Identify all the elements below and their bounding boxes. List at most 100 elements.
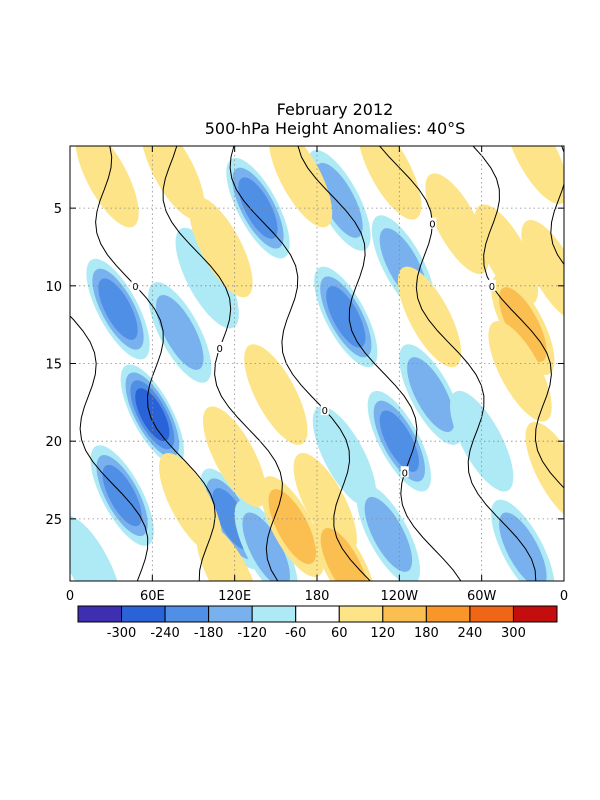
anomaly-cell bbox=[175, 227, 239, 329]
anomaly-band bbox=[196, 522, 260, 581]
contour-label-backdrop bbox=[131, 279, 140, 291]
anomaly-cell bbox=[189, 196, 253, 298]
contour-line bbox=[472, 146, 564, 489]
colorbar-swatch bbox=[251, 605, 297, 623]
zero-contours: 0 0 0 0 0 0 bbox=[70, 146, 564, 581]
anomaly-band bbox=[315, 162, 363, 238]
contour-label: 0 bbox=[402, 468, 408, 479]
colorbar-swatch bbox=[382, 605, 427, 623]
anomaly-cell bbox=[244, 344, 308, 445]
contour-label-backdrop bbox=[320, 404, 329, 416]
anomaly-cell bbox=[268, 146, 333, 228]
anomaly-cell bbox=[260, 476, 324, 577]
anomaly-band bbox=[70, 515, 121, 581]
anomaly-band bbox=[499, 287, 547, 363]
anomaly-field bbox=[70, 146, 564, 581]
anomaly-cell bbox=[356, 484, 421, 581]
anomaly-band bbox=[364, 496, 413, 572]
anomaly-cell bbox=[358, 146, 422, 220]
anomaly-cell bbox=[70, 515, 121, 581]
anomaly-cell bbox=[504, 146, 564, 205]
anomaly-cell bbox=[86, 258, 150, 360]
anomaly-band bbox=[320, 528, 369, 581]
colorbar-label: 240 bbox=[457, 626, 482, 641]
colorbar-label: 300 bbox=[501, 626, 526, 641]
anomaly-band bbox=[312, 406, 377, 508]
contour-line bbox=[550, 146, 564, 266]
colorbar-label: 120 bbox=[370, 626, 395, 641]
anomaly-cell bbox=[312, 406, 377, 508]
anomaly-band bbox=[141, 146, 205, 220]
anomaly-band bbox=[268, 146, 333, 228]
contour-label-backdrop bbox=[428, 217, 437, 229]
anomaly-band bbox=[358, 146, 422, 220]
x-tick-label: 180 bbox=[305, 589, 330, 604]
anomaly-band bbox=[102, 464, 142, 527]
colorbar-swatch bbox=[208, 605, 253, 623]
colorbar-swatch bbox=[77, 605, 123, 623]
anomaly-band bbox=[75, 146, 139, 228]
contour-line bbox=[70, 315, 149, 581]
anomaly-cell bbox=[525, 421, 564, 523]
contour-label: 0 bbox=[322, 406, 328, 417]
y-tick-label: 25 bbox=[45, 513, 62, 528]
x-tick-label: 60W bbox=[467, 589, 497, 604]
contour-line bbox=[95, 146, 216, 581]
contour-label-backdrop bbox=[487, 279, 496, 291]
anomaly-cell bbox=[141, 146, 205, 220]
colorbar-label: -180 bbox=[194, 626, 224, 641]
x-tick-label: 60E bbox=[140, 589, 165, 604]
contour-label-backdrop bbox=[400, 466, 409, 478]
colorbar-label: 180 bbox=[414, 626, 439, 641]
anomaly-cell bbox=[307, 150, 371, 251]
anomaly-band bbox=[268, 489, 317, 565]
contour-label-backdrop bbox=[215, 341, 224, 353]
anomaly-cell bbox=[397, 266, 462, 368]
axes: 0 60E 120E 180 120W 60W 0 5 10 15 20 25 bbox=[45, 146, 568, 604]
anomaly-band bbox=[326, 286, 366, 348]
contour-label: 0 bbox=[132, 282, 138, 293]
anomaly-band bbox=[238, 177, 278, 239]
y-tick-label: 5 bbox=[54, 202, 62, 217]
y-tick-label: 10 bbox=[45, 280, 62, 295]
anomaly-cell bbox=[425, 173, 489, 275]
colorbar-label: -120 bbox=[237, 626, 267, 641]
anomaly-cell bbox=[120, 364, 185, 466]
anomaly-band bbox=[425, 173, 489, 275]
anomaly-band bbox=[135, 388, 170, 442]
anomaly-band bbox=[175, 227, 239, 329]
anomaly-band bbox=[488, 320, 552, 422]
anomaly-band bbox=[98, 278, 138, 340]
anomaly-band bbox=[407, 357, 455, 433]
anomaly-cell bbox=[312, 515, 377, 581]
anomaly-band bbox=[449, 390, 514, 492]
x-tick-label: 0 bbox=[66, 589, 74, 604]
x-tick-label: 120E bbox=[218, 589, 251, 604]
anomaly-cell bbox=[75, 146, 139, 228]
anomaly-band bbox=[521, 219, 564, 321]
contour-label: 0 bbox=[429, 220, 435, 231]
colorbar-swatch bbox=[295, 605, 340, 623]
anomaly-cell bbox=[521, 219, 564, 321]
anomaly-band bbox=[189, 196, 253, 298]
x-tick-label: 120W bbox=[380, 589, 418, 604]
anomaly-cell bbox=[449, 390, 514, 492]
anomaly-cell bbox=[399, 344, 463, 445]
anomaly-band bbox=[244, 344, 308, 445]
anomaly-cell bbox=[148, 282, 212, 383]
colorbar-swatch bbox=[121, 605, 166, 623]
chart-title: February 2012 bbox=[277, 100, 394, 119]
contour-line bbox=[297, 146, 462, 581]
colorbar-swatch bbox=[512, 605, 558, 623]
y-tick-label: 20 bbox=[45, 435, 62, 450]
colorbar-label: -300 bbox=[107, 626, 137, 641]
chart-subtitle: 500-hPa Height Anomalies: 40°S bbox=[205, 119, 466, 138]
anomaly-cell bbox=[488, 320, 552, 422]
contour-label: 0 bbox=[489, 282, 495, 293]
y-tick-label: 15 bbox=[45, 358, 62, 373]
colorbar: -300 -240 -180 -120 -60 60 120 180 240 300 bbox=[77, 605, 558, 641]
anomaly-band bbox=[525, 421, 564, 523]
colorbar-label: -60 bbox=[285, 626, 306, 641]
anomaly-cell bbox=[314, 266, 378, 368]
